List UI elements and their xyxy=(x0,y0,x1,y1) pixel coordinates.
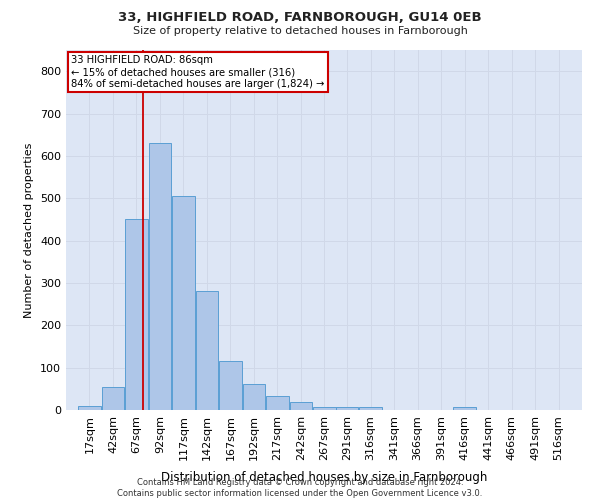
X-axis label: Distribution of detached houses by size in Farnborough: Distribution of detached houses by size … xyxy=(161,471,487,484)
Bar xyxy=(78,406,101,410)
Text: Contains HM Land Registry data © Crown copyright and database right 2024.
Contai: Contains HM Land Registry data © Crown c… xyxy=(118,478,482,498)
Bar xyxy=(336,406,358,410)
Bar xyxy=(359,407,382,410)
Bar xyxy=(196,292,218,410)
Bar xyxy=(102,386,124,410)
Bar xyxy=(290,402,312,410)
Bar xyxy=(172,196,195,410)
Bar xyxy=(453,407,476,410)
Bar xyxy=(313,406,336,410)
Bar xyxy=(149,143,171,410)
Bar xyxy=(125,220,148,410)
Text: Size of property relative to detached houses in Farnborough: Size of property relative to detached ho… xyxy=(133,26,467,36)
Text: 33 HIGHFIELD ROAD: 86sqm
← 15% of detached houses are smaller (316)
84% of semi-: 33 HIGHFIELD ROAD: 86sqm ← 15% of detach… xyxy=(71,56,325,88)
Y-axis label: Number of detached properties: Number of detached properties xyxy=(25,142,34,318)
Text: 33, HIGHFIELD ROAD, FARNBOROUGH, GU14 0EB: 33, HIGHFIELD ROAD, FARNBOROUGH, GU14 0E… xyxy=(118,11,482,24)
Bar xyxy=(219,362,242,410)
Bar xyxy=(266,396,289,410)
Bar xyxy=(242,384,265,410)
